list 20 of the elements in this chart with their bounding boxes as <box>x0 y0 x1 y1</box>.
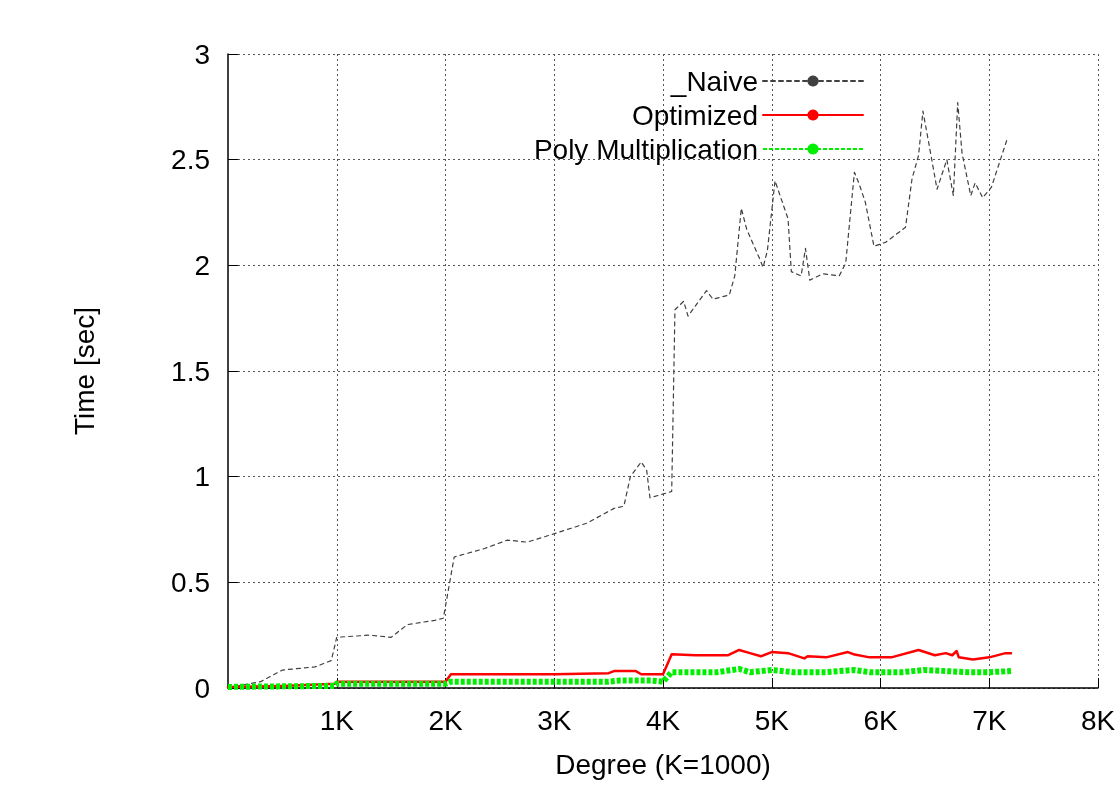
legend-label: _Naive <box>669 65 758 97</box>
x-tick-label: 1K <box>319 704 355 736</box>
legend-label: Poly Multiplication <box>533 133 758 165</box>
x-tick-label: 4K <box>645 704 681 736</box>
y-tick-label: 0 <box>194 672 210 704</box>
y-tick-label: 3 <box>194 38 210 70</box>
y-tick-label: 2 <box>194 249 210 281</box>
x-tick-label: 2K <box>428 704 463 736</box>
x-tick-label: 8K <box>1080 704 1116 736</box>
y-tick-label: 1.5 <box>171 355 210 387</box>
x-tick-label: 7K <box>972 704 1007 736</box>
legend-label: Optimized <box>631 99 758 131</box>
x-tick-label: 5K <box>754 704 790 736</box>
y-tick-label: 1 <box>194 461 210 493</box>
y-tick-label: 2.5 <box>171 144 210 176</box>
y-tick-label: 0.5 <box>171 566 210 598</box>
y-axis-title: Time [sec] <box>68 306 100 436</box>
x-tick-label: 6K <box>863 704 898 736</box>
x-axis-title: Degree (K=1000) <box>555 748 771 780</box>
x-tick-label: 3K <box>537 704 572 736</box>
